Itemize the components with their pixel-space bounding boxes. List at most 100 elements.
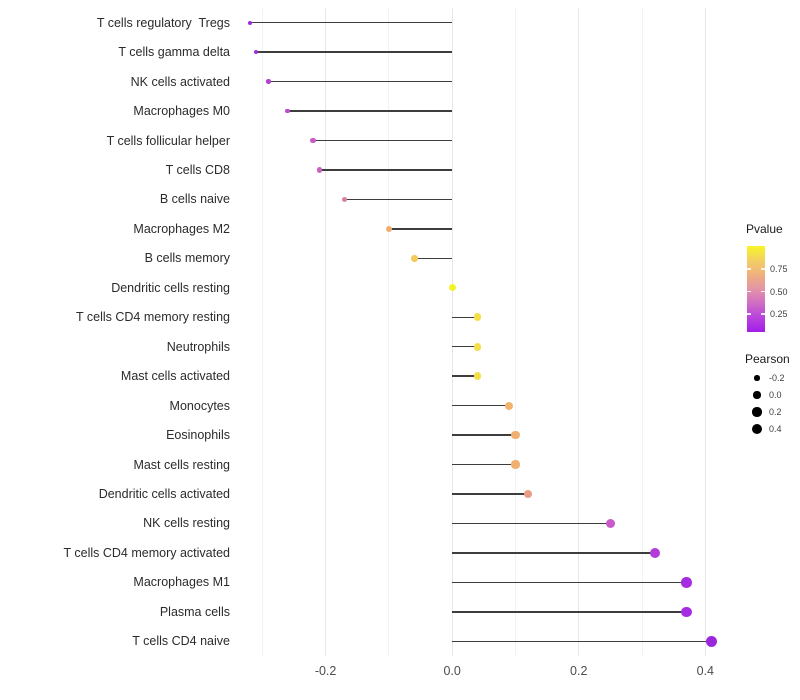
lollipop-dot — [253, 50, 259, 55]
lollipop-dot — [247, 20, 252, 25]
y-axis-label: Dendritic cells resting — [111, 280, 230, 295]
lollipop-dot — [341, 196, 348, 203]
y-axis-label: NK cells resting — [143, 516, 230, 531]
y-axis-label: T cells gamma delta — [118, 45, 230, 60]
colorbar-tick — [747, 290, 751, 293]
lollipop-dot — [410, 255, 418, 262]
y-axis-label: Dendritic cells activated — [98, 487, 230, 501]
lollipop-stem — [452, 493, 529, 495]
pvalue-colorbar — [747, 246, 765, 332]
lollipop-dot — [316, 167, 322, 173]
lollipop-dot — [681, 577, 692, 588]
x-tick-label: 0.4 — [696, 664, 715, 678]
lollipop-stem — [452, 404, 510, 407]
grid-line-minor — [641, 8, 643, 656]
plot-panel — [237, 8, 718, 656]
lollipop-stem — [312, 139, 453, 142]
lollipop-stem — [344, 198, 453, 201]
lollipop-stem — [452, 345, 478, 348]
y-axis-label: T cells CD4 memory resting — [76, 310, 230, 325]
y-axis-label: B cells naive — [159, 192, 230, 207]
colorbar-tick-label: 0.50 — [770, 286, 788, 297]
y-axis-label: Macrophages M1 — [133, 575, 230, 590]
pearson-legend-label: 0.2 — [769, 407, 782, 417]
grid-line-major — [704, 8, 706, 656]
lollipop-stem — [452, 522, 611, 525]
grid-line-major — [451, 8, 453, 656]
grid-line-minor — [261, 8, 263, 656]
grid-line-major — [325, 8, 327, 656]
y-axis-label: NK cells activated — [130, 74, 230, 89]
lollipop-dot — [285, 108, 291, 114]
y-axis-label: T cells regulatory Tregs — [96, 15, 230, 30]
colorbar-tick-label: 0.25 — [770, 308, 788, 319]
y-axis-label: Monocytes — [169, 398, 230, 413]
lollipop-stem — [319, 169, 453, 171]
lollipop-dot — [473, 313, 482, 322]
y-axis-label: Neutrophils — [166, 339, 230, 354]
lollipop-dot — [706, 635, 718, 647]
colorbar-tick — [747, 313, 751, 315]
x-tick-label: 0.0 — [443, 664, 461, 678]
x-tick-label: 0.2 — [570, 664, 588, 678]
lollipop-stem — [388, 228, 453, 230]
y-axis-label: T cells CD8 — [165, 163, 230, 177]
colorbar-tick — [747, 268, 751, 270]
grid-line-major — [578, 8, 580, 656]
y-axis-label: T cells CD4 naive — [132, 634, 230, 649]
y-axis-label: Mast cells activated — [120, 369, 230, 384]
lollipop-dot — [310, 137, 316, 144]
y-axis-label: B cells memory — [144, 251, 230, 266]
pearson-legend-dot — [754, 375, 760, 381]
y-axis-label: T cells CD4 memory activated — [63, 545, 231, 560]
y-axis-label: Plasma cells — [159, 604, 230, 619]
grid-line-minor — [388, 8, 390, 656]
lollipop-dot — [473, 372, 482, 380]
lollipop-dot — [511, 460, 520, 469]
lollipop-stem — [452, 611, 687, 613]
lollipop-dot — [605, 518, 616, 529]
lollipop-stem — [452, 552, 655, 554]
lollipop-stem — [452, 316, 478, 319]
colorbar-tick — [761, 290, 765, 293]
lollipop-stem — [452, 463, 516, 466]
lollipop-dot — [448, 284, 456, 292]
colorbar-tick-label: 0.75 — [770, 264, 788, 275]
y-axis-label: Eosinophils — [166, 428, 230, 443]
pvalue-legend-title: Pvalue — [746, 222, 783, 236]
pearson-legend-label: -0.2 — [769, 373, 785, 383]
y-axis-label: Macrophages M0 — [133, 104, 230, 119]
lollipop-dot — [385, 225, 393, 233]
lollipop-stem — [452, 581, 687, 584]
y-axis-label: Mast cells resting — [133, 457, 230, 472]
pearson-legend-label: 0.0 — [769, 390, 782, 400]
lollipop-dot — [266, 79, 271, 84]
lollipop-stem — [452, 375, 478, 377]
x-tick-label: -0.2 — [314, 664, 337, 678]
lollipop-dot — [649, 547, 660, 558]
lollipop-dot — [473, 342, 482, 351]
pearson-legend-dot — [752, 407, 762, 417]
pearson-legend-label: 0.4 — [769, 424, 782, 434]
lollipop-stem — [452, 640, 712, 643]
y-axis-label: T cells follicular helper — [106, 133, 230, 148]
y-axis-label: Macrophages M2 — [133, 221, 230, 236]
lollipop-stem — [414, 257, 453, 260]
pearson-legend-dot — [751, 423, 763, 435]
lollipop-stem — [268, 80, 453, 83]
lollipop-dot — [511, 431, 520, 440]
lollipop-stem — [452, 434, 516, 436]
legend: Pvalue 0.75 0.50 0.25 Pearson -0.2 0.0 0.2 0.… — [737, 0, 800, 700]
lollipop-dot — [681, 606, 692, 618]
pearson-legend-title: Pearson — [745, 352, 790, 366]
colorbar-tick — [761, 313, 765, 315]
lollipop-stem — [249, 21, 453, 24]
pearson-legend-dot — [753, 391, 761, 399]
grid-line-minor — [514, 8, 516, 656]
colorbar-tick — [761, 268, 765, 270]
lollipop-stem — [255, 51, 453, 53]
lollipop-dot — [505, 401, 514, 410]
lollipop-dot — [523, 489, 533, 499]
lollipop-stem — [287, 110, 453, 112]
